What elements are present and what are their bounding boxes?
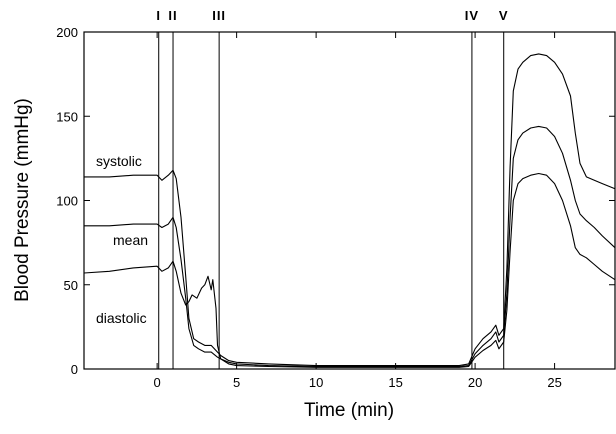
systolic-line	[84, 53, 616, 367]
systolic-label: systolic	[96, 153, 142, 169]
event-marker-label: I	[156, 8, 161, 23]
x-tick-label: 5	[233, 375, 240, 390]
x-tick-label: 25	[547, 375, 561, 390]
event-marker-label: II	[168, 8, 177, 23]
x-tick-label: 15	[388, 375, 402, 390]
series-labels: systolic mean diastolic	[96, 153, 148, 326]
diastolic-line	[83, 172, 616, 368]
diastolic-label: diastolic	[96, 310, 147, 326]
y-axis-title: Blood Pressure (mmHg)	[12, 98, 33, 302]
y-tick-label: 100	[56, 194, 78, 209]
x-tick-label: 10	[309, 375, 323, 390]
y-tick-label: 200	[56, 25, 78, 40]
mean-line	[84, 125, 616, 368]
x-axis-title: Time (min)	[304, 400, 394, 421]
event-marker-label: III	[212, 8, 226, 23]
series-lines	[83, 53, 616, 368]
y-tick-label: 150	[56, 109, 78, 124]
event-markers: I II III IV V	[156, 8, 508, 369]
axis-ticks: 0 5 10 15 20 25 0 50 100 150 200	[56, 25, 615, 390]
x-tick-label: 0	[154, 375, 161, 390]
event-marker-label: V	[499, 8, 509, 23]
y-tick-label: 50	[64, 278, 78, 293]
plot-frame	[83, 31, 616, 370]
x-tick-label: 20	[468, 375, 482, 390]
event-marker-label: IV	[465, 8, 479, 23]
mean-label: mean	[113, 232, 148, 248]
y-tick-label: 0	[71, 362, 78, 377]
